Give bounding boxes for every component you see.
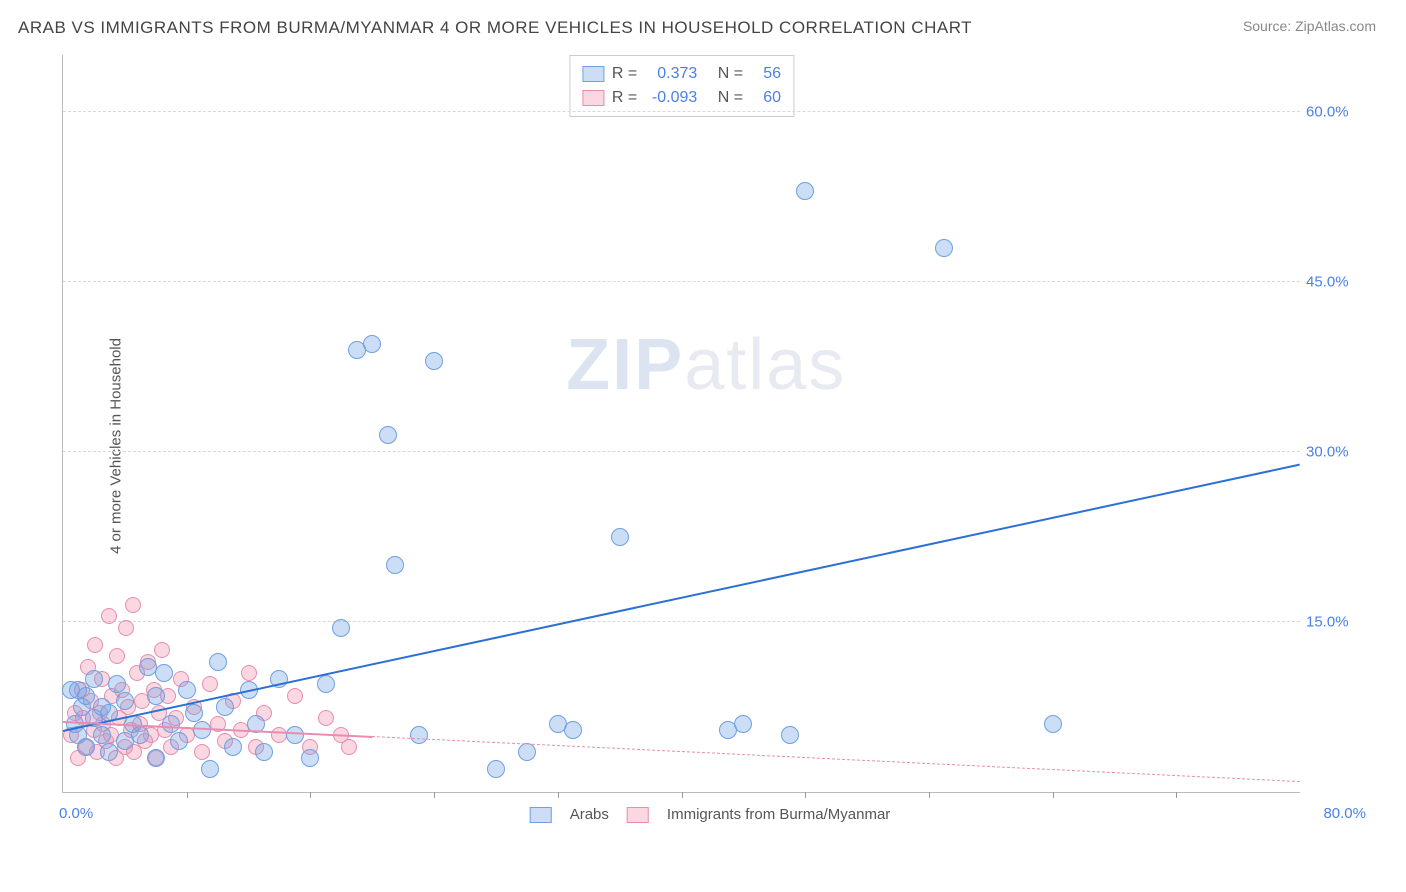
y-tick-label: 60.0% bbox=[1306, 103, 1366, 120]
arabs-point bbox=[386, 556, 404, 574]
swatch-arabs-icon bbox=[530, 807, 552, 823]
swatch-arabs-icon bbox=[582, 66, 604, 82]
arabs-point bbox=[796, 182, 814, 200]
arabs-point bbox=[518, 743, 536, 761]
burma-trend-dashed bbox=[372, 736, 1300, 782]
legend-row-burma: R = -0.093 N = 60 bbox=[582, 86, 781, 110]
burma-point bbox=[125, 597, 141, 613]
arabs-point bbox=[100, 743, 118, 761]
x-tick-mark bbox=[1176, 792, 1177, 798]
arabs-point bbox=[147, 687, 165, 705]
arabs-point bbox=[93, 726, 111, 744]
arabs-point bbox=[935, 239, 953, 257]
r-value-burma: -0.093 bbox=[645, 86, 697, 110]
plot-region: ZIPatlas R = 0.373 N = 56 R = -0.093 N =… bbox=[62, 55, 1300, 793]
arabs-point bbox=[216, 698, 234, 716]
burma-point bbox=[194, 744, 210, 760]
arabs-point bbox=[611, 528, 629, 546]
arabs-point bbox=[85, 670, 103, 688]
watermark-bold: ZIP bbox=[566, 325, 684, 405]
arabs-trend bbox=[63, 463, 1300, 731]
arabs-point bbox=[410, 726, 428, 744]
gridline-horizontal bbox=[63, 111, 1300, 112]
y-tick-label: 15.0% bbox=[1306, 613, 1366, 630]
arabs-point bbox=[170, 732, 188, 750]
chart-title: ARAB VS IMMIGRANTS FROM BURMA/MYANMAR 4 … bbox=[18, 18, 972, 38]
arabs-point bbox=[69, 681, 87, 699]
burma-point bbox=[101, 608, 117, 624]
watermark-light: atlas bbox=[684, 325, 846, 405]
arabs-point bbox=[363, 335, 381, 353]
swatch-burma-icon bbox=[627, 807, 649, 823]
arabs-point bbox=[332, 619, 350, 637]
x-tick-mark bbox=[434, 792, 435, 798]
burma-point bbox=[318, 710, 334, 726]
arabs-point bbox=[317, 675, 335, 693]
x-tick-mark bbox=[682, 792, 683, 798]
arabs-point bbox=[1044, 715, 1062, 733]
burma-point bbox=[154, 642, 170, 658]
x-tick-start: 0.0% bbox=[59, 805, 93, 822]
arabs-point bbox=[185, 704, 203, 722]
arabs-point bbox=[564, 721, 582, 739]
arabs-point bbox=[116, 692, 134, 710]
arabs-point bbox=[734, 715, 752, 733]
x-tick-end: 80.0% bbox=[1323, 805, 1366, 822]
legend-row-arabs: R = 0.373 N = 56 bbox=[582, 62, 781, 86]
swatch-burma-icon bbox=[582, 90, 604, 106]
x-tick-mark bbox=[310, 792, 311, 798]
arabs-point bbox=[781, 726, 799, 744]
arabs-point bbox=[162, 715, 180, 733]
legend-label-burma: Immigrants from Burma/Myanmar bbox=[667, 806, 890, 823]
burma-point bbox=[87, 637, 103, 653]
watermark: ZIPatlas bbox=[566, 324, 846, 406]
arabs-point bbox=[425, 352, 443, 370]
arabs-point bbox=[379, 426, 397, 444]
arabs-point bbox=[93, 698, 111, 716]
arabs-point bbox=[155, 664, 173, 682]
arabs-point bbox=[147, 749, 165, 767]
n-label: N = bbox=[718, 86, 743, 110]
gridline-horizontal bbox=[63, 621, 1300, 622]
x-tick-mark bbox=[929, 792, 930, 798]
x-tick-mark bbox=[187, 792, 188, 798]
correlation-legend: R = 0.373 N = 56 R = -0.093 N = 60 bbox=[569, 55, 794, 117]
arabs-point bbox=[77, 738, 95, 756]
x-tick-mark bbox=[1053, 792, 1054, 798]
burma-point bbox=[109, 648, 125, 664]
series-legend: Arabs Immigrants from Burma/Myanmar bbox=[530, 806, 891, 823]
arabs-point bbox=[301, 749, 319, 767]
x-tick-mark bbox=[558, 792, 559, 798]
burma-point bbox=[341, 739, 357, 755]
r-label: R = bbox=[612, 86, 637, 110]
burma-point bbox=[202, 676, 218, 692]
arabs-point bbox=[487, 760, 505, 778]
legend-label-arabs: Arabs bbox=[570, 806, 609, 823]
arabs-point bbox=[108, 675, 126, 693]
chart-area: ZIPatlas R = 0.373 N = 56 R = -0.093 N =… bbox=[50, 55, 1370, 835]
x-tick-mark bbox=[805, 792, 806, 798]
source-label: Source: ZipAtlas.com bbox=[1243, 18, 1376, 34]
burma-point bbox=[287, 688, 303, 704]
burma-point bbox=[241, 665, 257, 681]
arabs-point bbox=[178, 681, 196, 699]
r-label: R = bbox=[612, 62, 637, 86]
arabs-point bbox=[131, 726, 149, 744]
arabs-point bbox=[224, 738, 242, 756]
arabs-point bbox=[209, 653, 227, 671]
r-value-arabs: 0.373 bbox=[645, 62, 697, 86]
n-label: N = bbox=[718, 62, 743, 86]
n-value-burma: 60 bbox=[751, 86, 781, 110]
n-value-arabs: 56 bbox=[751, 62, 781, 86]
arabs-point bbox=[255, 743, 273, 761]
burma-point bbox=[118, 620, 134, 636]
gridline-horizontal bbox=[63, 451, 1300, 452]
y-tick-label: 30.0% bbox=[1306, 443, 1366, 460]
y-tick-label: 45.0% bbox=[1306, 273, 1366, 290]
gridline-horizontal bbox=[63, 281, 1300, 282]
arabs-point bbox=[201, 760, 219, 778]
arabs-point bbox=[286, 726, 304, 744]
